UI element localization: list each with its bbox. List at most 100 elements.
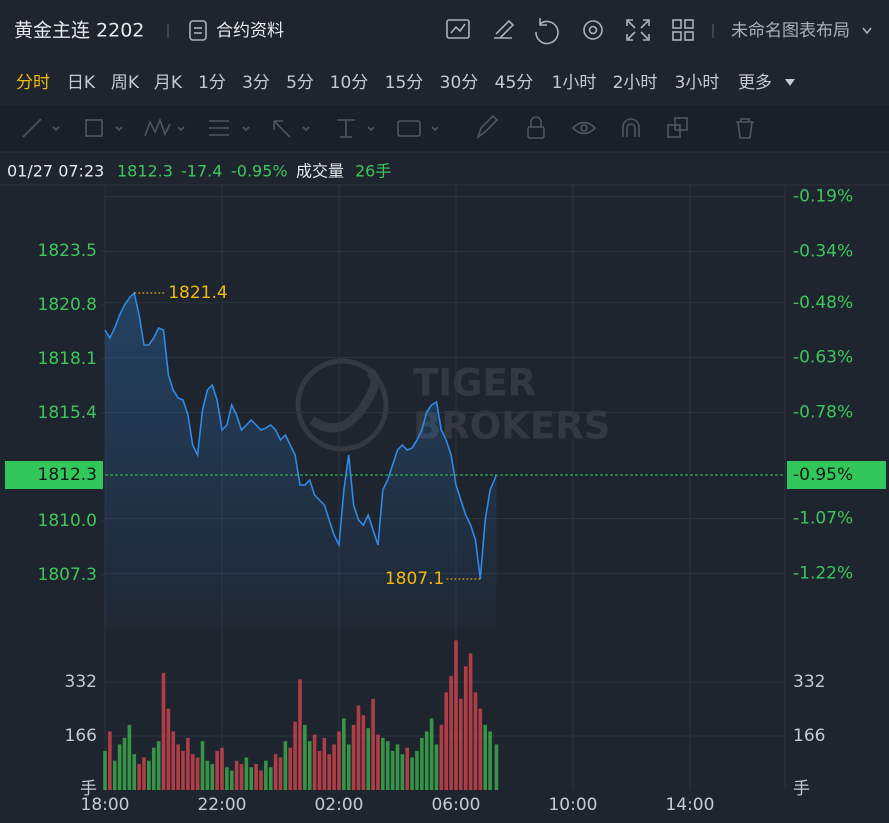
delete-tool[interactable] (736, 118, 754, 139)
arrow-tool[interactable] (273, 120, 310, 138)
y2-tick-label: -1.22% (793, 563, 853, 583)
volume-bar (215, 750, 219, 790)
volume-bar (244, 757, 249, 790)
draw-icon[interactable] (494, 19, 515, 39)
volume-bar (200, 741, 205, 790)
volume-bar (390, 750, 395, 790)
volume-bar (483, 724, 488, 790)
volume-bar (147, 760, 151, 790)
volume-bar (312, 734, 317, 790)
volume-tick-label: 166 (793, 726, 825, 746)
price-badge-label: 1812.3 (38, 465, 97, 485)
period-tab[interactable]: 1小时 (552, 73, 597, 93)
contract-info[interactable]: 合约资料 (216, 21, 284, 41)
layout-name[interactable]: 未命名图表布局 (731, 21, 850, 41)
y-tick-label: 1823.5 (38, 241, 97, 261)
volume-label: 成交量 (296, 162, 344, 181)
volume-bar (454, 640, 458, 790)
layout-icon[interactable] (672, 19, 694, 41)
period-tabs: 分时 日K 周K 月K 1分 3分 5分 10分 15分 30分 45分 1小时 2小时 3小时 更多 (16, 73, 795, 93)
indicator-icon[interactable] (446, 19, 470, 39)
volume-bar (117, 744, 122, 790)
period-tab[interactable]: 15分 (385, 73, 424, 93)
y2-tick-label: -1.07% (793, 509, 853, 529)
title: 黄金主连 2202 (14, 20, 144, 42)
quote-change: -17.4 (181, 162, 222, 181)
period-tab[interactable]: 周K (111, 73, 140, 93)
period-tab[interactable]: 2小时 (613, 73, 658, 93)
volume-bar (176, 744, 180, 790)
volume-bar (239, 763, 244, 790)
measure-tool[interactable] (337, 119, 375, 138)
volume-bar (420, 737, 424, 790)
settings-icon[interactable] (583, 20, 603, 40)
y-tick-label: 1810.0 (38, 511, 97, 531)
pct-badge-label: -0.95% (793, 465, 853, 485)
contract-info-button[interactable]: 合约资料 (189, 20, 284, 41)
volume-bar (385, 741, 390, 790)
line-tool[interactable] (22, 118, 60, 138)
volume-bar (171, 731, 176, 790)
period-tab[interactable]: 日K (67, 73, 96, 93)
volume-bar (439, 724, 444, 790)
volume-bar (234, 760, 239, 790)
text-tool[interactable] (397, 120, 439, 137)
volume-bar (351, 724, 356, 790)
x-tick-label: 22:00 (197, 795, 246, 815)
magnet-tool[interactable] (622, 118, 640, 137)
volume-bar (346, 744, 351, 790)
period-tab[interactable]: 30分 (440, 73, 479, 93)
volume-bar (488, 731, 492, 790)
reset-icon[interactable] (535, 18, 559, 45)
volume-bar (342, 718, 346, 790)
pattern-tool[interactable] (144, 117, 185, 137)
quote-price: 1812.3 (117, 162, 173, 181)
volume-bar (415, 750, 419, 790)
copy-tool[interactable] (667, 117, 688, 138)
period-tab[interactable]: 45分 (495, 73, 534, 93)
period-tab[interactable]: 3分 (242, 73, 270, 93)
price-line (104, 291, 498, 580)
dropdown-arrow[interactable] (862, 27, 872, 35)
annotation-label: 1807.1 (385, 569, 444, 589)
x-tick-label: 18:00 (81, 795, 130, 815)
period-tab[interactable]: 3小时 (675, 73, 720, 93)
lock-tool[interactable] (527, 116, 545, 139)
volume-bar (186, 737, 190, 790)
volume-bar (166, 708, 171, 790)
y-tick-label: 1820.8 (38, 295, 97, 315)
volume-bar (137, 763, 141, 790)
period-tab[interactable]: 5分 (286, 73, 314, 93)
volume-bar (220, 747, 224, 790)
x-tick-label: 02:00 (314, 795, 363, 815)
volume-bar (327, 754, 332, 790)
volume-bar (278, 757, 283, 790)
period-tab[interactable]: 1分 (198, 73, 226, 93)
period-tab[interactable]: 更多 (738, 73, 772, 93)
volume-bar (268, 767, 273, 790)
dropdown-arrow (785, 79, 795, 86)
brush-tool[interactable] (476, 114, 499, 140)
y2-tick-label: -0.19% (793, 187, 853, 207)
volume-bar (210, 763, 215, 790)
period-tab[interactable]: 10分 (330, 73, 369, 93)
period-tab[interactable]: 月K (154, 73, 183, 93)
volume-bar (307, 741, 312, 790)
fullscreen-icon[interactable] (626, 19, 650, 41)
period-tab[interactable]: 分时 (16, 73, 50, 93)
volume-bar (494, 744, 499, 790)
volume-bar (259, 770, 263, 790)
volume-bar (332, 744, 336, 790)
fib-tool[interactable] (209, 120, 250, 136)
rect-tool[interactable] (85, 119, 123, 137)
volume-bar (127, 724, 132, 790)
volume-tick-label: 332 (65, 672, 97, 692)
volume-bar (298, 679, 302, 790)
x-tick-label: 06:00 (431, 795, 480, 815)
eye-tool[interactable] (571, 121, 597, 135)
pct-badge (787, 461, 886, 489)
volume-bar (190, 754, 195, 790)
volume-bar (303, 724, 307, 790)
volume-bar (395, 744, 400, 790)
